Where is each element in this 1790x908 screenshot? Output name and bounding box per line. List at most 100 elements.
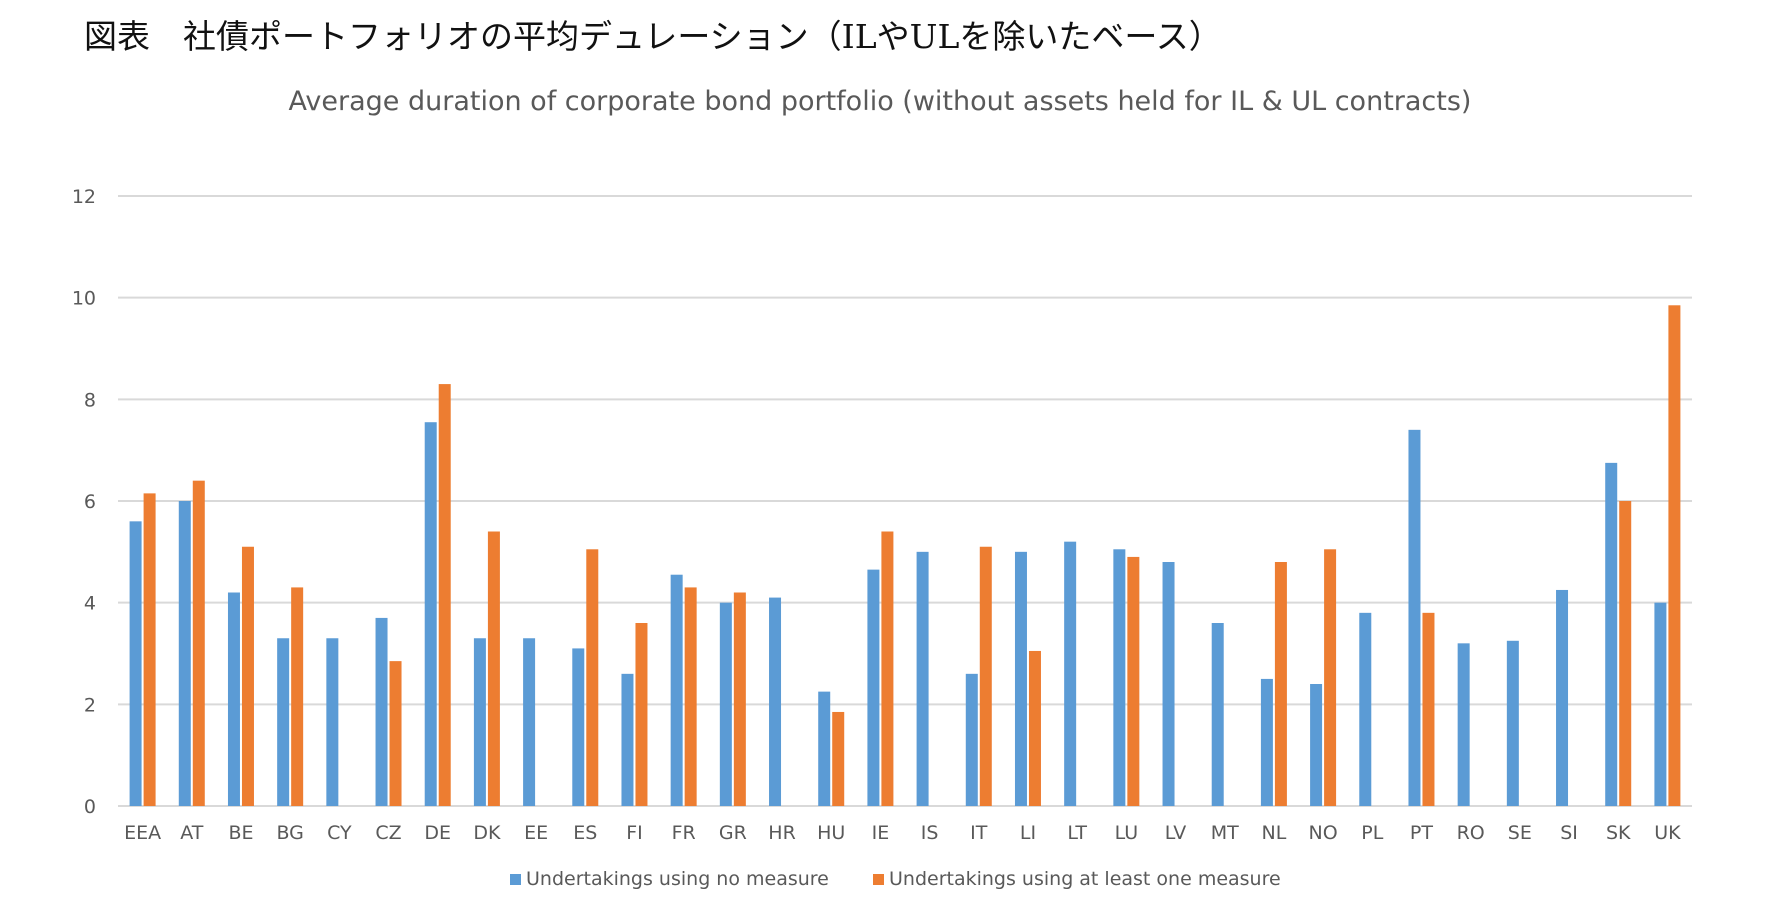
bar-hu-series-2 (832, 711, 845, 806)
bar-dk-series-1 (473, 638, 486, 806)
x-tick-label: LV (1165, 822, 1187, 844)
legend-label-series-2: Undertakings using at least one measure (889, 868, 1281, 890)
x-tick-label: MT (1211, 822, 1239, 844)
page-title-japanese: 図表 社債ポートフォリオの平均デュレーション（ILやULを除いたベース） (84, 17, 1222, 56)
bar-ee-series-1 (523, 638, 536, 806)
bar-nl-series-2 (1274, 562, 1287, 806)
y-tick-label: 6 (84, 491, 96, 513)
bar-no-series-1 (1310, 684, 1323, 806)
bar-at-series-2 (192, 480, 205, 806)
bar-ie-series-2 (881, 531, 894, 806)
bar-hr-series-1 (769, 597, 782, 806)
x-tick-label: LI (1020, 822, 1036, 844)
x-tick-label: NO (1309, 822, 1338, 844)
x-tick-label: HR (768, 822, 796, 844)
bar-be-series-1 (227, 592, 240, 806)
bar-si-series-1 (1556, 589, 1569, 806)
bar-cy-series-1 (326, 638, 339, 806)
bar-lv-series-1 (1162, 562, 1175, 806)
x-tick-label: DE (424, 822, 451, 844)
bar-nl-series-1 (1260, 678, 1273, 806)
gridlines (118, 195, 1692, 807)
bars (129, 305, 1681, 806)
x-tick-label: IS (921, 822, 939, 844)
bar-es-series-2 (586, 549, 599, 806)
x-tick-label: AT (180, 822, 204, 844)
x-tick-label: IT (970, 822, 988, 844)
bar-ro-series-1 (1457, 643, 1470, 806)
y-tick-label: 0 (84, 796, 96, 818)
bar-at-series-1 (178, 501, 191, 806)
x-tick-label: LT (1067, 822, 1087, 844)
bar-de-series-2 (438, 384, 451, 806)
bar-pt-series-2 (1422, 612, 1435, 806)
x-tick-label: CZ (375, 822, 401, 844)
bar-ie-series-1 (867, 569, 880, 806)
bar-lu-series-1 (1113, 549, 1126, 806)
bar-es-series-1 (572, 648, 585, 806)
x-axis-ticks: EEA AT BE BG CY CZ DE DK EE ES FI FR GR HR HU IE IS IT LI L… (124, 822, 1681, 844)
x-tick-label: EEA (124, 822, 161, 844)
bar-be-series-2 (241, 546, 254, 806)
bar-li-series-2 (1028, 650, 1041, 806)
x-tick-label: IE (872, 822, 890, 844)
bar-uk-series-2 (1668, 305, 1681, 806)
bar-gr-series-2 (733, 592, 746, 806)
legend-swatch-series-1 (510, 874, 521, 885)
bar-sk-series-1 (1605, 462, 1618, 806)
bar-cz-series-1 (375, 617, 388, 806)
bar-de-series-1 (424, 422, 437, 806)
x-tick-label: EE (524, 822, 548, 844)
bar-it-series-2 (979, 546, 992, 806)
x-tick-label: PL (1361, 822, 1383, 844)
bar-fi-series-2 (635, 623, 648, 806)
bar-dk-series-2 (487, 531, 500, 806)
x-tick-label: NL (1262, 822, 1287, 844)
bar-hu-series-1 (818, 691, 831, 806)
x-tick-label: GR (719, 822, 747, 844)
bar-sk-series-2 (1619, 501, 1632, 806)
x-tick-label: SK (1606, 822, 1631, 844)
x-tick-label: UK (1654, 822, 1681, 844)
y-tick-label: 12 (72, 186, 96, 208)
x-tick-label: FR (672, 822, 696, 844)
bar-it-series-1 (965, 673, 978, 806)
x-tick-label: ES (573, 822, 597, 844)
x-tick-label: SE (1508, 822, 1532, 844)
bar-se-series-1 (1506, 640, 1519, 806)
y-axis-ticks: 0 2 4 6 8 10 12 (72, 186, 96, 818)
x-tick-label: RO (1457, 822, 1485, 844)
bar-cz-series-2 (389, 661, 402, 806)
bar-bg-series-1 (277, 638, 290, 806)
chart-title: Average duration of corporate bond portf… (289, 86, 1472, 117)
bar-eea-series-1 (129, 521, 142, 806)
bar-lu-series-2 (1127, 556, 1140, 806)
bar-fi-series-1 (621, 673, 634, 806)
legend-swatch-series-2 (873, 874, 884, 885)
legend-label-series-1: Undertakings using no measure (526, 868, 829, 890)
x-tick-label: HU (817, 822, 845, 844)
x-tick-label: SI (1560, 822, 1578, 844)
x-tick-label: CY (327, 822, 352, 844)
bar-pt-series-1 (1408, 429, 1421, 806)
bar-no-series-2 (1324, 549, 1337, 806)
y-tick-label: 2 (84, 694, 96, 716)
bar-bg-series-2 (291, 587, 304, 806)
bar-pl-series-1 (1359, 612, 1372, 806)
y-tick-label: 8 (84, 389, 96, 411)
bar-li-series-1 (1014, 551, 1027, 806)
x-tick-label: BG (276, 822, 303, 844)
bar-uk-series-1 (1654, 602, 1667, 806)
y-tick-label: 10 (72, 288, 96, 310)
x-tick-label: DK (473, 822, 501, 844)
bar-mt-series-1 (1211, 623, 1224, 806)
bar-gr-series-1 (719, 602, 732, 806)
bar-eea-series-2 (143, 493, 156, 806)
x-tick-label: FI (626, 822, 643, 844)
bar-fr-series-1 (670, 574, 683, 806)
bar-is-series-1 (916, 551, 929, 806)
legend: Undertakings using no measure Undertaking… (510, 868, 1281, 890)
x-tick-label: PT (1410, 822, 1433, 844)
bar-lt-series-1 (1064, 541, 1077, 806)
